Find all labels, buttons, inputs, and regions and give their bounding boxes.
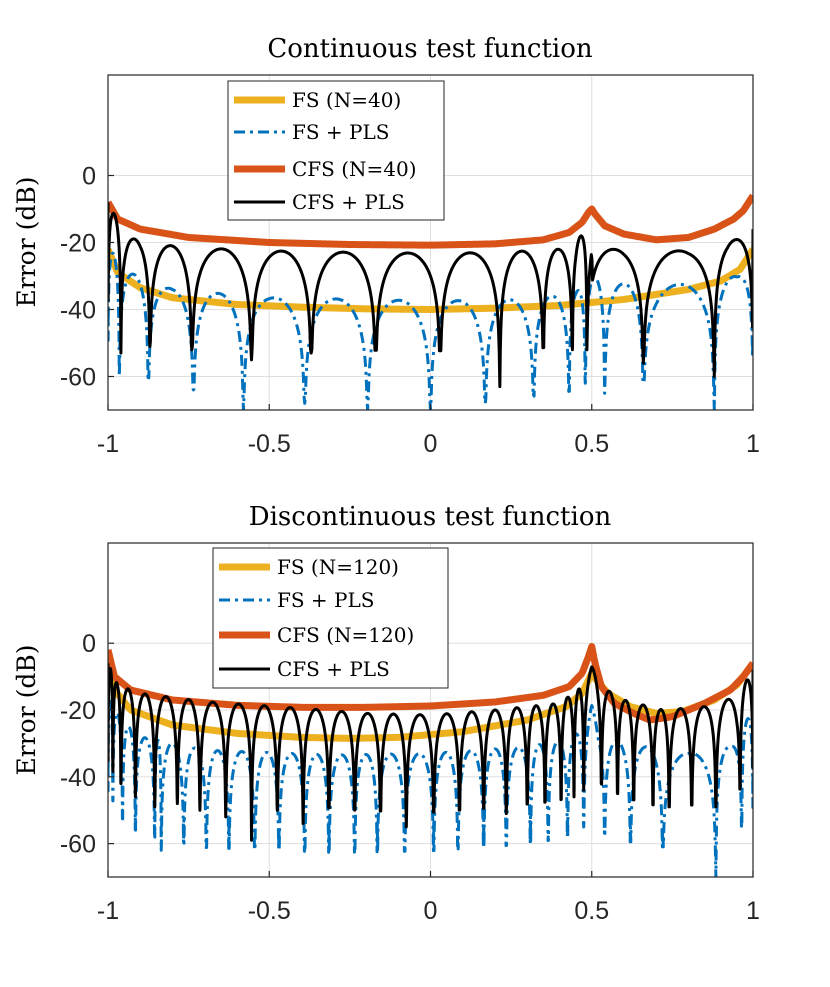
- y-tick-label: 0: [82, 163, 96, 191]
- legend-label-cfs-pls: CFS + PLS: [277, 657, 390, 681]
- y-tick-label: -20: [60, 697, 96, 725]
- panel-discontinuous: -1 -0.5 0 0.5 1 0 -20 -40 -60 Discontinuous tes…: [12, 502, 760, 925]
- series-line-fs-pls: [108, 242, 753, 410]
- plot-area: [108, 193, 753, 410]
- legend-label-cfs: CFS (N=120): [277, 623, 414, 647]
- x-tick-label: 0: [424, 430, 438, 458]
- series-line-fs-n-40: [108, 247, 753, 313]
- series-line-cfs-pls: [108, 202, 753, 389]
- series-line-cfs-pls: [108, 663, 753, 842]
- chart-title: Discontinuous test function: [249, 502, 612, 532]
- legend: FS (N=120) FS + PLS CFS (N=120) CFS + PL…: [212, 547, 449, 689]
- y-tick-label: -20: [60, 230, 96, 258]
- y-tick-label: -40: [60, 764, 96, 792]
- series-line-cfs-n-40: [108, 193, 753, 249]
- x-axis: -1 -0.5 0 0.5 1: [97, 871, 760, 925]
- x-tick-label: -0.5: [248, 430, 291, 458]
- legend-label-fs-pls: FS + PLS: [292, 120, 390, 144]
- x-axis: -1 -0.5 0 0.5 1: [97, 404, 760, 458]
- x-tick-label: 0: [424, 897, 438, 925]
- y-axis: 0 -20 -40 -60: [60, 163, 114, 392]
- y-tick-label: 0: [82, 630, 96, 658]
- legend: FS (N=40) FS + PLS CFS (N=40) CFS + PLS: [227, 80, 445, 221]
- y-axis-label: Error (dB): [12, 177, 41, 308]
- x-tick-label: 1: [746, 430, 760, 458]
- legend-label-fs: FS (N=120): [277, 555, 399, 579]
- panel-continuous: -1 -0.5 0 0.5 1 0 -20 -40 -60 Continuous test f…: [12, 34, 760, 458]
- y-axis-label: Error (dB): [12, 645, 41, 776]
- chart-title: Continuous test function: [267, 34, 593, 64]
- x-tick-label: 1: [746, 897, 760, 925]
- x-tick-label: 0.5: [574, 897, 609, 925]
- y-tick-label: -40: [60, 297, 96, 325]
- x-tick-label: 0.5: [574, 430, 609, 458]
- plot-area: [108, 643, 753, 877]
- series-line-fs-pls: [108, 693, 753, 877]
- legend-label-cfs-pls: CFS + PLS: [292, 190, 405, 214]
- x-tick-label: -1: [97, 897, 119, 925]
- y-tick-label: -60: [60, 364, 96, 392]
- legend-label-fs-pls: FS + PLS: [277, 588, 375, 612]
- y-tick-label: -60: [60, 831, 96, 859]
- legend-label-cfs: CFS (N=40): [292, 157, 417, 181]
- legend-label-fs: FS (N=40): [292, 88, 401, 112]
- x-tick-label: -0.5: [248, 897, 291, 925]
- x-tick-label: -1: [97, 430, 119, 458]
- y-axis: 0 -20 -40 -60: [60, 630, 114, 859]
